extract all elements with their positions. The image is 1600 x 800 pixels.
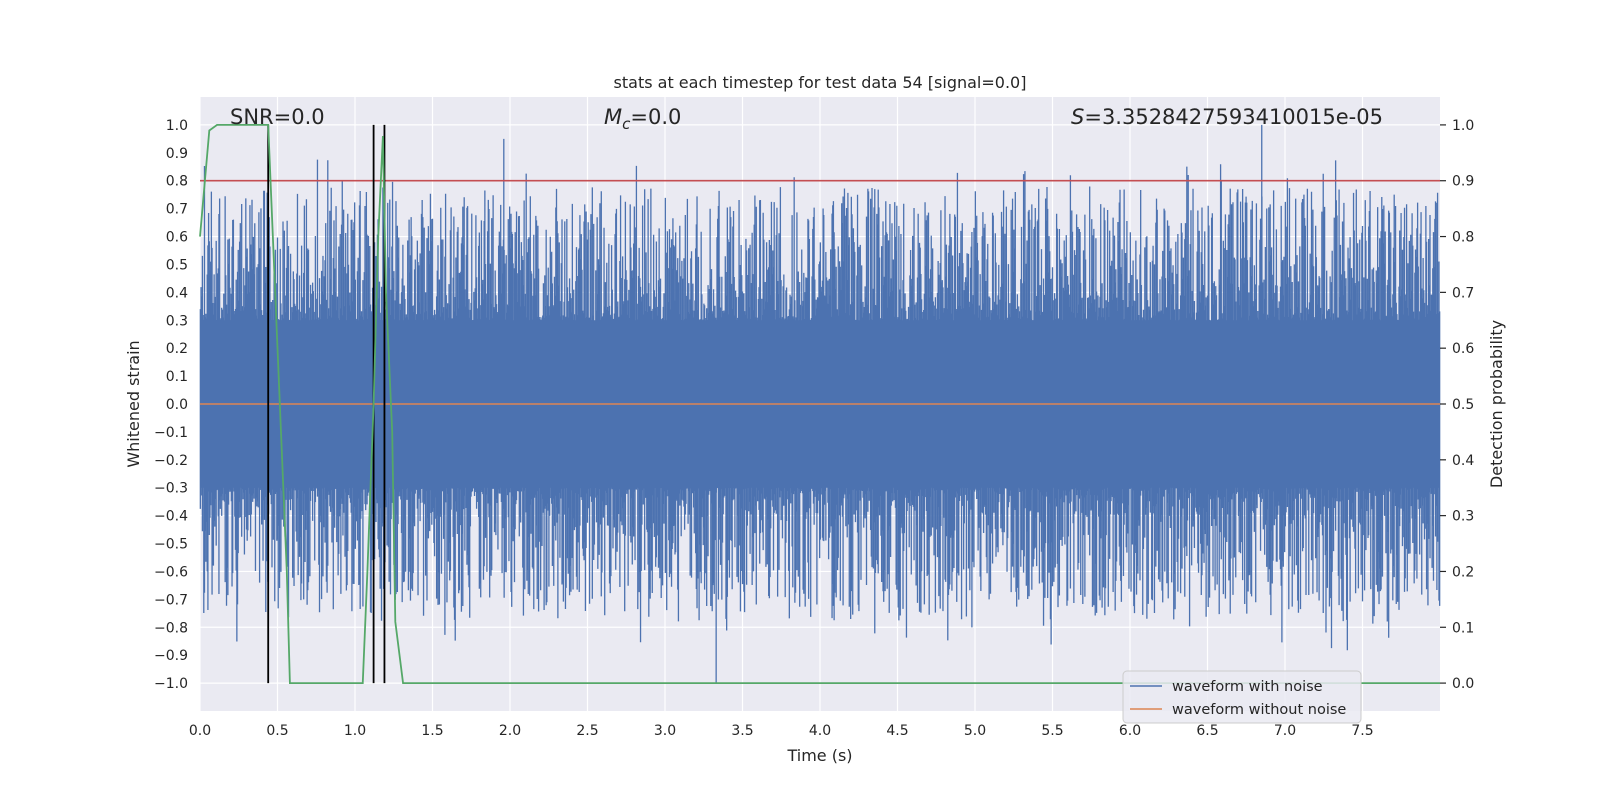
annotation-chirp-mass: Mc=0.0 [604,105,681,133]
x-tick-label: 7.5 [1351,723,1373,739]
x-tick-labels: 0.0 0.5 1.0 1.5 2.0 2.5 3.0 3.5 4.0 4.5 5.0 5.5 6.0 6… [189,723,1374,739]
y-tick-label-left: −0.7 [154,592,188,608]
y-tick-label-right: 0.7 [1452,285,1474,301]
x-tick-label: 5.5 [1041,723,1063,739]
legend-label-waveform-with-noise: waveform with noise [1172,679,1323,695]
y-tick-labels-left: 1.0 0.9 0.8 0.7 0.6 0.5 0.4 0.3 0.2 0.1 0.0 −0.1 −0.… [154,118,188,692]
x-tick-label: 1.5 [421,723,443,739]
y-tick-label-left: −0.1 [154,425,188,441]
detection-probability-line [199,124,1440,684]
annotation-chirp-mass-symbol: M [604,105,622,129]
annotation-statistic-symbol: S [1071,105,1084,129]
x-tick-label: 5.0 [964,723,986,739]
y-tick-label-right: 0.3 [1452,509,1474,525]
annotation-statistic: S=3.3528427593410015e-05 [1071,105,1383,129]
x-tick-label: 4.0 [809,723,831,739]
y-tick-label-left: 0.7 [166,202,188,218]
y-tick-label-right: 0.4 [1452,453,1474,469]
y-tick-labels-right: 1.0 0.9 0.8 0.7 0.6 0.5 0.4 0.3 0.2 0.1 0.0 [1440,118,1474,692]
y-tick-label-left: 0.9 [166,146,188,162]
y-tick-label-left: 1.0 [166,118,188,134]
overlay-lines [199,124,1440,684]
y-tick-label-right: 0.9 [1452,174,1474,190]
x-tick-label: 4.5 [886,723,908,739]
y-tick-label-right: 0.1 [1452,620,1474,636]
x-tick-label: 6.0 [1119,723,1141,739]
x-tick-label: 0.5 [266,723,288,739]
legend: waveform with noise waveform without noi… [1122,670,1362,724]
legend-label-waveform-without-noise: waveform without noise [1172,702,1346,718]
x-tick-label: 3.0 [654,723,676,739]
y-tick-label-left: −0.4 [154,509,188,525]
x-tick-label: 2.5 [576,723,598,739]
annotation-chirp-mass-value: =0.0 [630,105,681,129]
y-tick-label-left: −0.9 [154,648,188,664]
y-tick-label-left: 0.5 [166,257,188,273]
y-tick-label-left: −0.2 [154,453,188,469]
x-tick-label: 1.0 [344,723,366,739]
x-tick-label: 7.0 [1274,723,1296,739]
x-axis-label: Time (s) [786,746,852,765]
y-tick-label-left: −1.0 [154,676,188,692]
annotation-chirp-mass-subscript: c [622,115,631,133]
y-tick-label-left: 0.4 [166,285,188,301]
y-tick-label-left: 0.2 [166,341,188,357]
y-tick-label-left: −0.3 [154,481,188,497]
chart-title: stats at each timestep for test data 54 … [614,73,1027,92]
y-tick-label-left: 0.6 [166,230,188,246]
x-tick-label: 3.5 [731,723,753,739]
y-axis-label-right: Detection probability [1487,320,1506,488]
y-tick-label-right: 0.5 [1452,397,1474,413]
y-tick-label-right: 0.8 [1452,230,1474,246]
y-tick-label-left: 0.3 [166,313,188,329]
annotation-snr: SNR=0.0 [230,105,325,129]
annotation-statistic-value: =3.3528427593410015e-05 [1084,105,1383,129]
y-tick-label-left: 0.1 [166,369,188,385]
y-tick-label-left: −0.8 [154,620,188,636]
x-tick-label: 0.0 [189,723,211,739]
y-tick-label-right: 1.0 [1452,118,1474,134]
legend-frame [1122,670,1362,724]
x-tick-label: 2.0 [499,723,521,739]
y-tick-label-left: 0.0 [166,397,188,413]
x-tick-label: 6.5 [1196,723,1218,739]
y-axis-label-left: Whitened strain [124,340,143,467]
y-tick-label-right: 0.6 [1452,341,1474,357]
y-tick-label-right: 0.0 [1452,676,1474,692]
y-tick-label-right: 0.2 [1452,564,1474,580]
y-tick-label-left: 0.8 [166,174,188,190]
y-tick-label-left: −0.5 [154,537,188,553]
y-tick-label-left: −0.6 [154,564,188,580]
